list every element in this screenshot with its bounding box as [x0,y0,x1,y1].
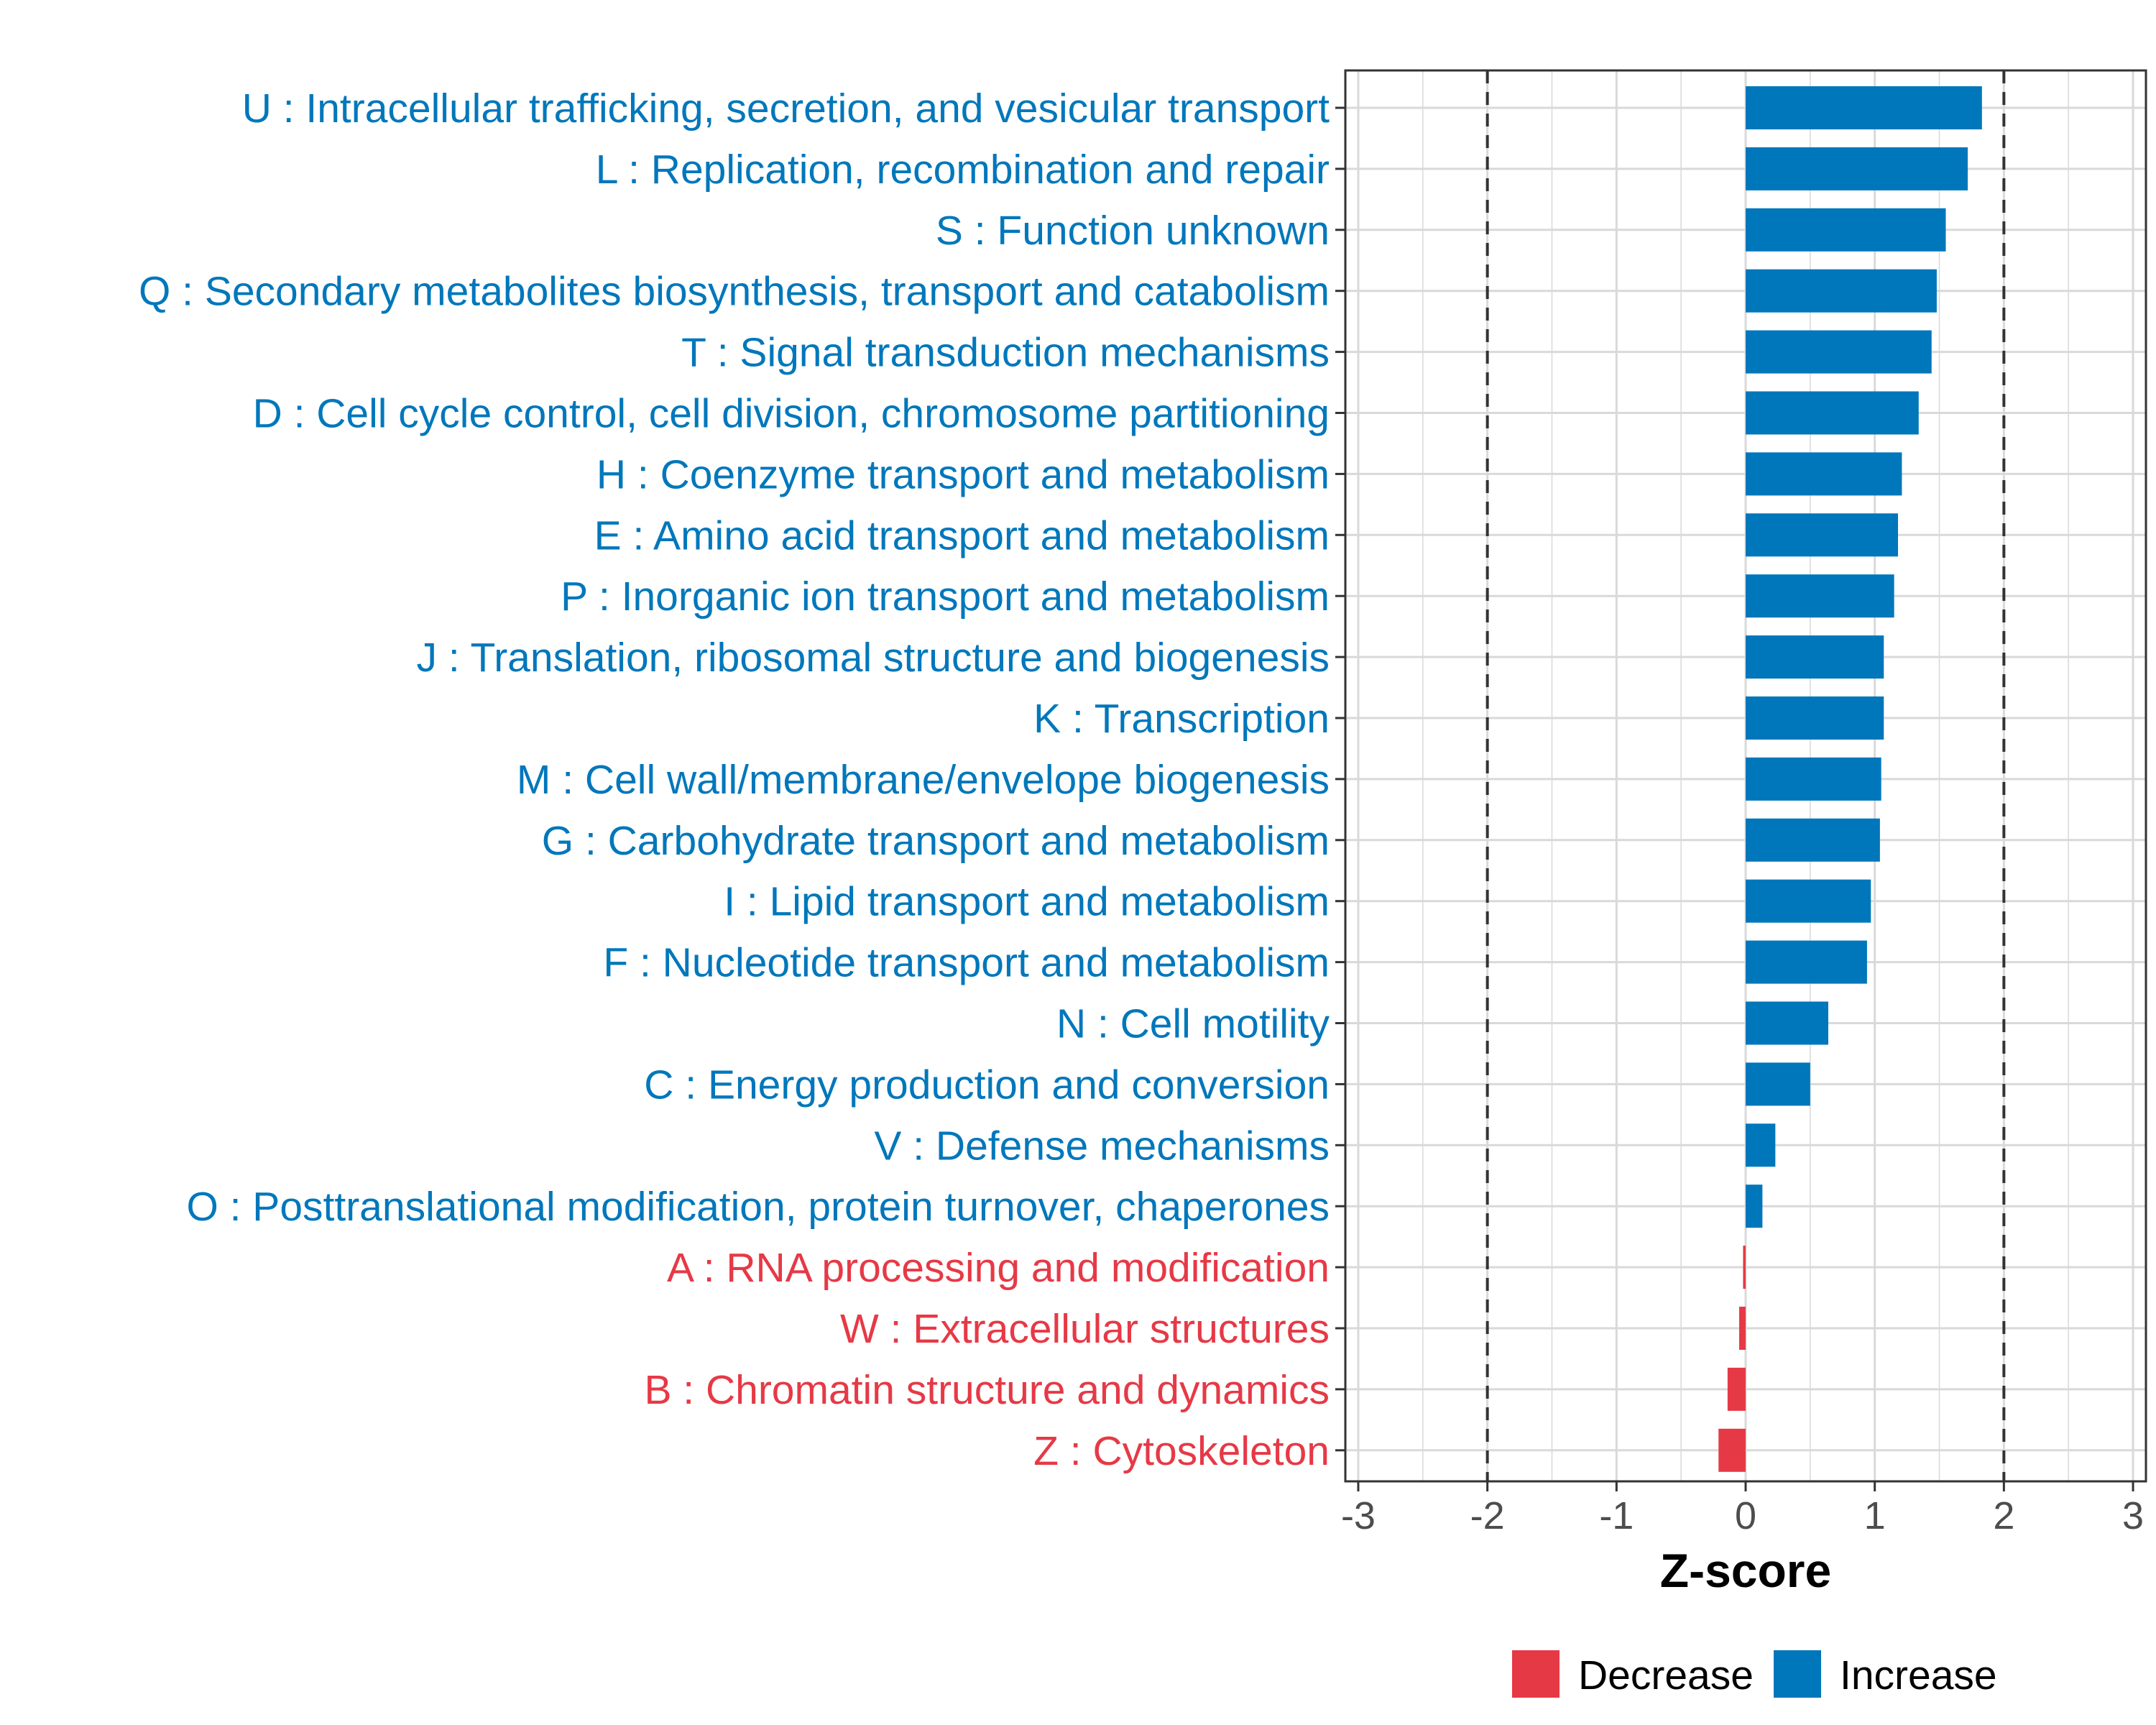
bar [1746,513,1899,557]
category-label: G : Carbohydrate transport and metabolis… [542,818,1330,864]
bar [1746,147,1968,190]
bar [1746,879,1871,923]
category-label: K : Transcription [1033,696,1330,742]
category-label: D : Cell cycle control, cell division, c… [253,391,1330,437]
bar [1746,1123,1776,1167]
x-tick-labels: -3 -2 -1 0 1 2 3 [1341,1494,2144,1537]
bar [1746,574,1894,618]
category-label: O : Posttranslational modification, prot… [186,1184,1330,1230]
bar [1727,1367,1746,1411]
bar [1746,696,1884,740]
bar [1746,1062,1810,1106]
legend-label: Increase [1840,1652,1997,1698]
x-tick-label: -3 [1341,1494,1376,1537]
bar [1739,1307,1746,1350]
category-label: U : Intracellular trafficking, secretion… [242,86,1330,132]
x-tick-label: 2 [1993,1494,2014,1537]
bar [1746,818,1880,862]
x-tick-label: 1 [1864,1494,1886,1537]
bar [1718,1428,1746,1472]
category-label: A : RNA processing and modification [667,1245,1330,1291]
category-labels: U : Intracellular trafficking, secretion… [139,86,1330,1474]
category-label: L : Replication, recombination and repai… [596,147,1330,193]
bars [1718,86,1982,1472]
bar [1746,1184,1763,1228]
legend-swatch [1512,1650,1560,1698]
bar [1746,269,1937,313]
bar [1746,452,1902,496]
category-label: C : Energy production and conversion [644,1062,1330,1108]
x-tick-label: -1 [1599,1494,1634,1537]
x-tick-label: 0 [1735,1494,1756,1537]
category-label: Z : Cytoskeleton [1033,1428,1330,1474]
bar [1746,940,1867,984]
legend: Decrease Increase [1512,1650,1997,1698]
x-tick-label: -2 [1470,1494,1505,1537]
bar [1743,1246,1746,1289]
category-label: W : Extracellular structures [840,1306,1330,1352]
category-label: M : Cell wall/membrane/envelope biogenes… [517,757,1330,803]
category-label: S : Function unknown [936,208,1330,254]
bar [1746,635,1884,679]
reference-lines [1485,70,2006,1481]
category-label: J : Translation, ribosomal structure and… [417,635,1330,681]
category-label: B : Chromatin structure and dynamics [644,1367,1330,1413]
category-label: I : Lipid transport and metabolism [724,879,1330,925]
x-tick-label: 3 [2122,1494,2144,1537]
bar [1746,1001,1828,1045]
category-label: F : Nucleotide transport and metabolism [603,940,1330,986]
category-label: E : Amino acid transport and metabolism [594,512,1330,558]
bar [1746,86,1982,129]
x-axis-title: Z-score [1660,1544,1831,1597]
legend-swatch [1774,1650,1821,1698]
category-label: Q : Secondary metabolites biosynthesis, … [139,269,1330,315]
bar [1746,208,1946,252]
bar [1746,391,1919,435]
bar [1746,757,1881,801]
category-label: P : Inorganic ion transport and metaboli… [561,574,1330,620]
axis-ticks [1335,106,2134,1491]
category-label: T : Signal transduction mechanisms [681,330,1330,376]
category-label: H : Coenzyme transport and metabolism [596,451,1330,497]
category-label: V : Defense mechanisms [874,1123,1330,1169]
legend-label: Decrease [1578,1652,1754,1698]
category-label: N : Cell motility [1056,1001,1330,1047]
bar [1746,330,1932,374]
